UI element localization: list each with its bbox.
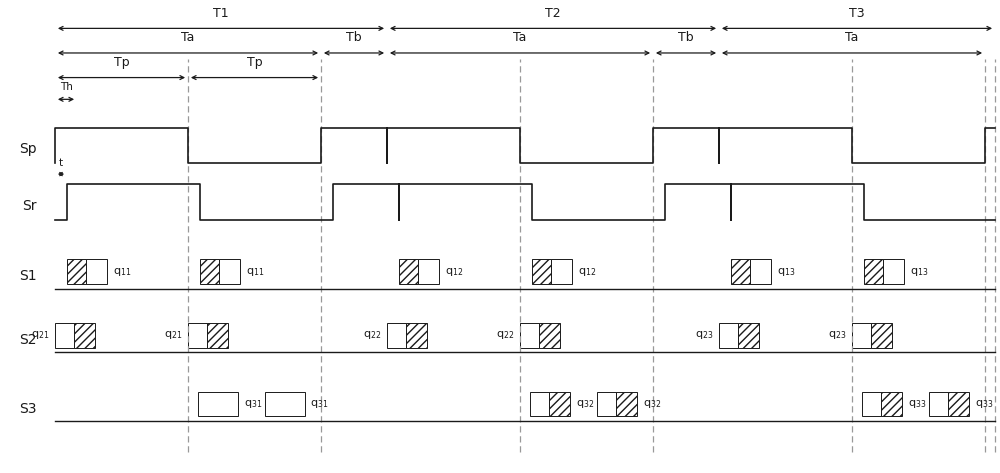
Bar	[719, 323, 738, 348]
Text: q$_{32}$: q$_{32}$	[643, 398, 661, 410]
Text: Th: Th	[60, 82, 72, 92]
Bar	[539, 323, 560, 348]
Bar	[55, 323, 74, 348]
Text: S2: S2	[20, 333, 37, 347]
Text: q$_{13}$: q$_{13}$	[777, 266, 795, 278]
Bar	[264, 392, 304, 416]
Bar	[406, 323, 427, 348]
Text: S3: S3	[20, 402, 37, 416]
Bar	[200, 259, 219, 284]
Text: Sr: Sr	[23, 199, 37, 213]
Bar	[881, 392, 902, 416]
Text: q$_{33}$: q$_{33}$	[908, 398, 926, 410]
Bar	[883, 259, 904, 284]
Bar	[864, 259, 883, 284]
Bar	[929, 392, 948, 416]
Text: Tp: Tp	[247, 56, 262, 69]
Text: q$_{33}$: q$_{33}$	[975, 398, 993, 410]
Text: q$_{23}$: q$_{23}$	[695, 330, 713, 342]
Text: Ta: Ta	[181, 32, 195, 44]
Text: Sp: Sp	[19, 142, 37, 156]
Text: Ta: Ta	[513, 32, 527, 44]
Text: q$_{31}$: q$_{31}$	[310, 398, 329, 410]
Text: q$_{13}$: q$_{13}$	[910, 266, 928, 278]
Bar	[549, 392, 570, 416]
Bar	[530, 392, 549, 416]
Text: t: t	[59, 158, 63, 168]
Text: S1: S1	[19, 269, 37, 283]
Bar	[616, 392, 637, 416]
Text: T3: T3	[849, 7, 865, 20]
Text: q$_{12}$: q$_{12}$	[578, 266, 596, 278]
Text: Ta: Ta	[845, 32, 859, 44]
Bar	[67, 259, 86, 284]
Bar	[74, 323, 95, 348]
Bar	[551, 259, 572, 284]
Bar	[948, 392, 969, 416]
Bar	[188, 323, 207, 348]
Bar	[520, 323, 539, 348]
Bar	[418, 259, 439, 284]
Text: q$_{11}$: q$_{11}$	[113, 266, 131, 278]
Text: q$_{22}$: q$_{22}$	[496, 330, 514, 342]
Text: q$_{11}$: q$_{11}$	[246, 266, 264, 278]
Bar	[731, 259, 750, 284]
Bar	[198, 392, 238, 416]
Bar	[219, 259, 240, 284]
Bar	[738, 323, 759, 348]
Text: T1: T1	[213, 7, 229, 20]
Bar	[399, 259, 418, 284]
Bar	[532, 259, 551, 284]
Text: Tb: Tb	[678, 32, 694, 44]
Bar	[852, 323, 871, 348]
Text: q$_{12}$: q$_{12}$	[445, 266, 463, 278]
Bar	[862, 392, 881, 416]
Text: q$_{22}$: q$_{22}$	[363, 330, 381, 342]
Text: q$_{21}$: q$_{21}$	[164, 330, 182, 342]
Bar	[387, 323, 406, 348]
Text: q$_{31}$: q$_{31}$	[244, 398, 262, 410]
Text: T2: T2	[545, 7, 561, 20]
Bar	[207, 323, 228, 348]
Text: Tp: Tp	[114, 56, 129, 69]
Text: q$_{21}$: q$_{21}$	[31, 330, 49, 342]
Bar	[596, 392, 616, 416]
Text: q$_{23}$: q$_{23}$	[828, 330, 846, 342]
Bar	[750, 259, 771, 284]
Text: q$_{32}$: q$_{32}$	[576, 398, 594, 410]
Bar	[871, 323, 892, 348]
Text: Tb: Tb	[346, 32, 362, 44]
Bar	[86, 259, 107, 284]
